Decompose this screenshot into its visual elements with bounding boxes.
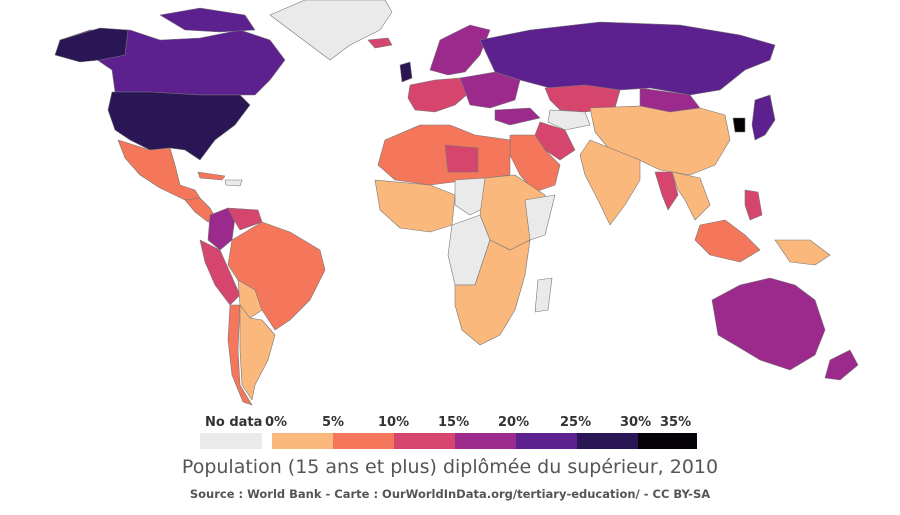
region-west-africa[interactable] xyxy=(374,179,456,233)
region-southern-africa[interactable] xyxy=(454,239,531,346)
region-new-zealand[interactable] xyxy=(824,349,859,381)
region-somalia[interactable] xyxy=(524,194,556,241)
region-scandinavia[interactable] xyxy=(429,24,491,76)
region-central-asia[interactable] xyxy=(547,109,591,131)
region-bolivia[interactable] xyxy=(237,279,263,319)
region-indonesia[interactable] xyxy=(694,219,761,263)
map-source: Source : World Bank - Carte : OurWorldIn… xyxy=(189,487,711,501)
region-alaska[interactable] xyxy=(54,27,129,63)
region-canada-islands[interactable] xyxy=(159,7,256,33)
region-saudi-arabia[interactable] xyxy=(509,134,561,193)
region-turkey[interactable] xyxy=(494,107,541,126)
region-indochina[interactable] xyxy=(671,171,711,221)
region-mexico[interactable] xyxy=(117,139,201,201)
region-russia[interactable] xyxy=(479,21,776,96)
region-australia[interactable] xyxy=(711,277,826,371)
region-libya[interactable] xyxy=(444,144,479,173)
region-myanmar[interactable] xyxy=(654,171,679,211)
region-greenland[interactable] xyxy=(269,0,393,61)
region-western-europe[interactable] xyxy=(407,77,471,113)
region-united-states[interactable] xyxy=(107,91,251,161)
region-philippines[interactable] xyxy=(744,189,763,221)
region-venezuela[interactable] xyxy=(227,207,263,231)
region-japan[interactable] xyxy=(751,94,776,141)
region-india[interactable] xyxy=(579,139,641,226)
region-hispaniola[interactable] xyxy=(224,179,243,187)
region-north-africa[interactable] xyxy=(377,124,511,186)
region-united-kingdom[interactable] xyxy=(399,61,413,83)
region-peru[interactable] xyxy=(199,239,241,306)
region-chile[interactable] xyxy=(227,304,253,406)
map-title: Population (15 ans et plus) diplômée du … xyxy=(181,456,719,478)
region-papua[interactable] xyxy=(774,239,831,266)
world-map xyxy=(54,0,859,406)
region-iceland[interactable] xyxy=(367,37,393,49)
region-madagascar[interactable] xyxy=(534,277,553,313)
region-cuba[interactable] xyxy=(197,171,226,181)
region-argentina[interactable] xyxy=(239,304,276,401)
region-south-korea[interactable] xyxy=(732,117,746,133)
